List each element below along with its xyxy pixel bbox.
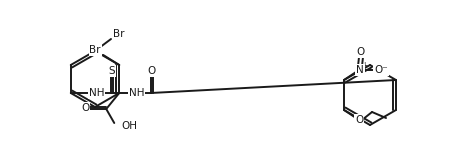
Text: +: + bbox=[361, 61, 367, 70]
Text: S: S bbox=[109, 66, 115, 76]
Text: NH: NH bbox=[89, 88, 104, 98]
Text: O: O bbox=[355, 115, 363, 125]
Text: NH: NH bbox=[129, 88, 145, 98]
Text: O: O bbox=[147, 66, 156, 76]
Text: OH: OH bbox=[121, 121, 137, 131]
Text: Br: Br bbox=[113, 29, 125, 39]
Text: O⁻: O⁻ bbox=[374, 65, 388, 75]
Text: O: O bbox=[356, 47, 364, 57]
Text: Br: Br bbox=[89, 45, 101, 55]
Text: O: O bbox=[81, 103, 89, 113]
Text: N: N bbox=[356, 65, 364, 75]
